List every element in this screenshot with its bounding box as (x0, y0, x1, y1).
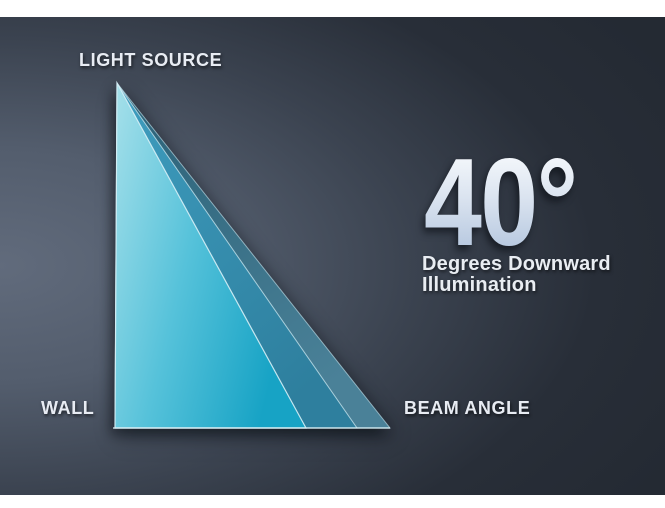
label-beam-angle: BEAM ANGLE (404, 398, 531, 418)
angle-description-line2: Illumination (422, 274, 537, 296)
label-light-source: LIGHT SOURCE (79, 50, 223, 70)
angle-description: Degrees Downward Illumination (422, 254, 611, 296)
angle-value: 40° (424, 134, 578, 272)
label-wall: WALL (41, 398, 95, 418)
angle-description-line1: Degrees Downward (422, 253, 611, 275)
beam-front-layer (114, 80, 308, 429)
